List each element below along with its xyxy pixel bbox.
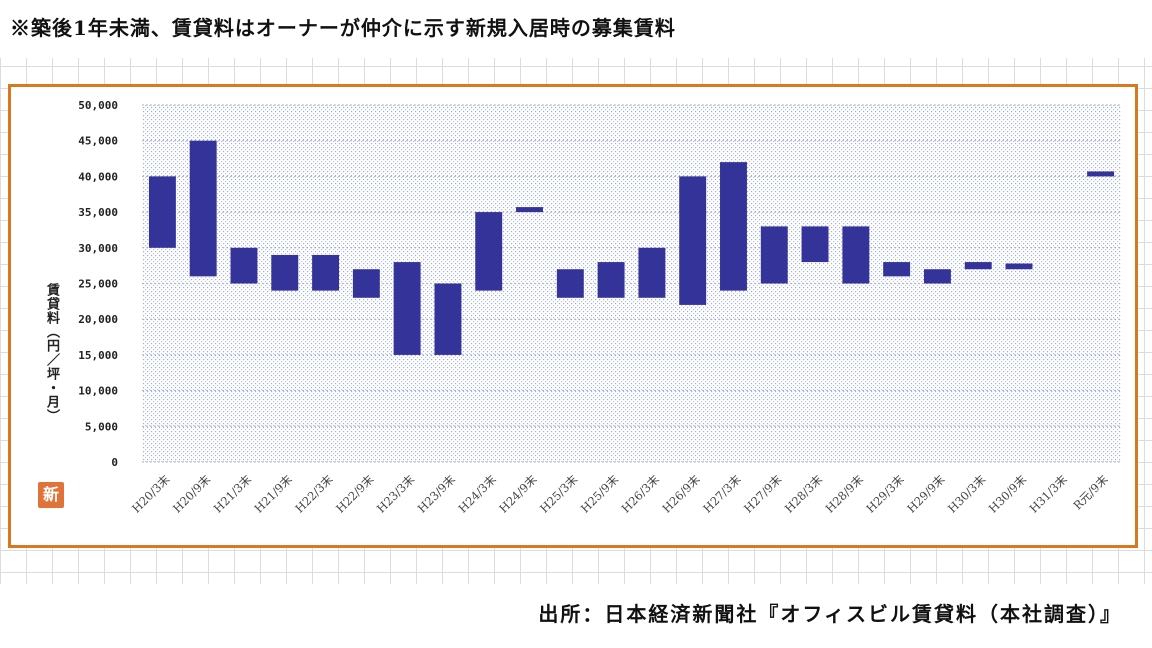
y-tick-label: 5,000 — [85, 420, 118, 433]
y-tick-label: 30,000 — [78, 242, 118, 255]
x-tick-label: H29/9末 — [904, 472, 948, 516]
x-tick-label: H30/3末 — [945, 472, 989, 516]
x-tick-label: H26/3末 — [619, 472, 663, 516]
nikkei-logo: 新 — [38, 482, 64, 508]
y-tick-label: 50,000 — [78, 99, 118, 112]
x-tick-label: H28/9末 — [823, 472, 867, 516]
range-bar — [801, 226, 829, 263]
y-tick-label: 15,000 — [78, 349, 118, 362]
x-tick-label: H27/3末 — [700, 472, 744, 516]
footer-band — [0, 584, 1152, 648]
range-bar — [842, 226, 870, 284]
x-tick-label: H27/9末 — [741, 472, 785, 516]
range-bar — [393, 262, 421, 355]
chart-frame: 0 5,000 10,000 15,000 20,000 25,000 30,000 35,0… — [8, 84, 1138, 548]
header-band — [0, 0, 1152, 58]
range-bar — [516, 207, 543, 213]
y-tick-label: 25,000 — [78, 278, 118, 291]
range-bar — [964, 262, 992, 270]
x-tick-label: H24/9末 — [496, 472, 540, 516]
x-tick-label: H20/9末 — [170, 472, 214, 516]
y-tick-label: 45,000 — [78, 135, 118, 148]
x-tick-label: H21/3末 — [211, 472, 255, 516]
x-tick-label: H23/9末 — [415, 472, 459, 516]
range-bar — [720, 162, 747, 291]
range-bar — [230, 247, 258, 284]
x-tick-label: H22/3末 — [292, 472, 336, 516]
x-tick-label: H29/3末 — [863, 472, 907, 516]
y-axis-label: 賃貸料（円／坪・月） — [44, 283, 59, 423]
range-bar — [597, 262, 625, 298]
y-tick-label: 10,000 — [78, 385, 118, 398]
y-tick-label: 20,000 — [78, 313, 118, 326]
range-bar — [923, 269, 951, 284]
x-tick-label: H25/3末 — [537, 472, 581, 516]
x-tick-label: H22/9末 — [333, 472, 377, 516]
source-note: 出所：日本経済新聞社『オフィスビル賃貸料（本社調査）』 — [538, 602, 1122, 626]
y-tick-label: 0 — [111, 456, 118, 469]
range-bar — [883, 262, 911, 277]
y-tick-label: 40,000 — [78, 170, 118, 183]
range-bar — [271, 254, 299, 291]
x-tick-label: H23/3末 — [374, 472, 418, 516]
x-tick-label: H24/3末 — [455, 472, 499, 516]
range-bar — [638, 247, 666, 298]
range-bar — [148, 176, 176, 248]
x-tick-label: H31/3末 — [1027, 472, 1071, 516]
x-tick-label: H30/9末 — [986, 472, 1030, 516]
x-tick-label: H25/9末 — [578, 472, 622, 516]
x-tick-label: H21/9末 — [252, 472, 296, 516]
range-bar — [760, 226, 788, 284]
range-bar — [475, 212, 503, 291]
rent-range-chart: 0 5,000 10,000 15,000 20,000 25,000 30,000 35,0… — [78, 99, 1121, 516]
range-bar — [679, 176, 707, 305]
x-tick-label: R元/9末 — [1071, 472, 1112, 513]
x-tick-label: H28/3末 — [782, 472, 826, 516]
range-bar — [1005, 263, 1033, 270]
x-tick-label: H26/9末 — [659, 472, 703, 516]
header-note: ※築後1年未満、賃貸料はオーナーが仲介に示す新規入居時の募集賃料 — [10, 16, 676, 40]
range-bar — [189, 140, 217, 277]
y-tick-label: 35,000 — [78, 206, 118, 219]
range-bar — [434, 283, 462, 355]
range-bar — [312, 254, 340, 291]
range-bar — [556, 269, 584, 298]
range-bar — [352, 269, 380, 298]
x-tick-label: H20/3末 — [129, 472, 173, 516]
range-bar — [1087, 171, 1115, 177]
